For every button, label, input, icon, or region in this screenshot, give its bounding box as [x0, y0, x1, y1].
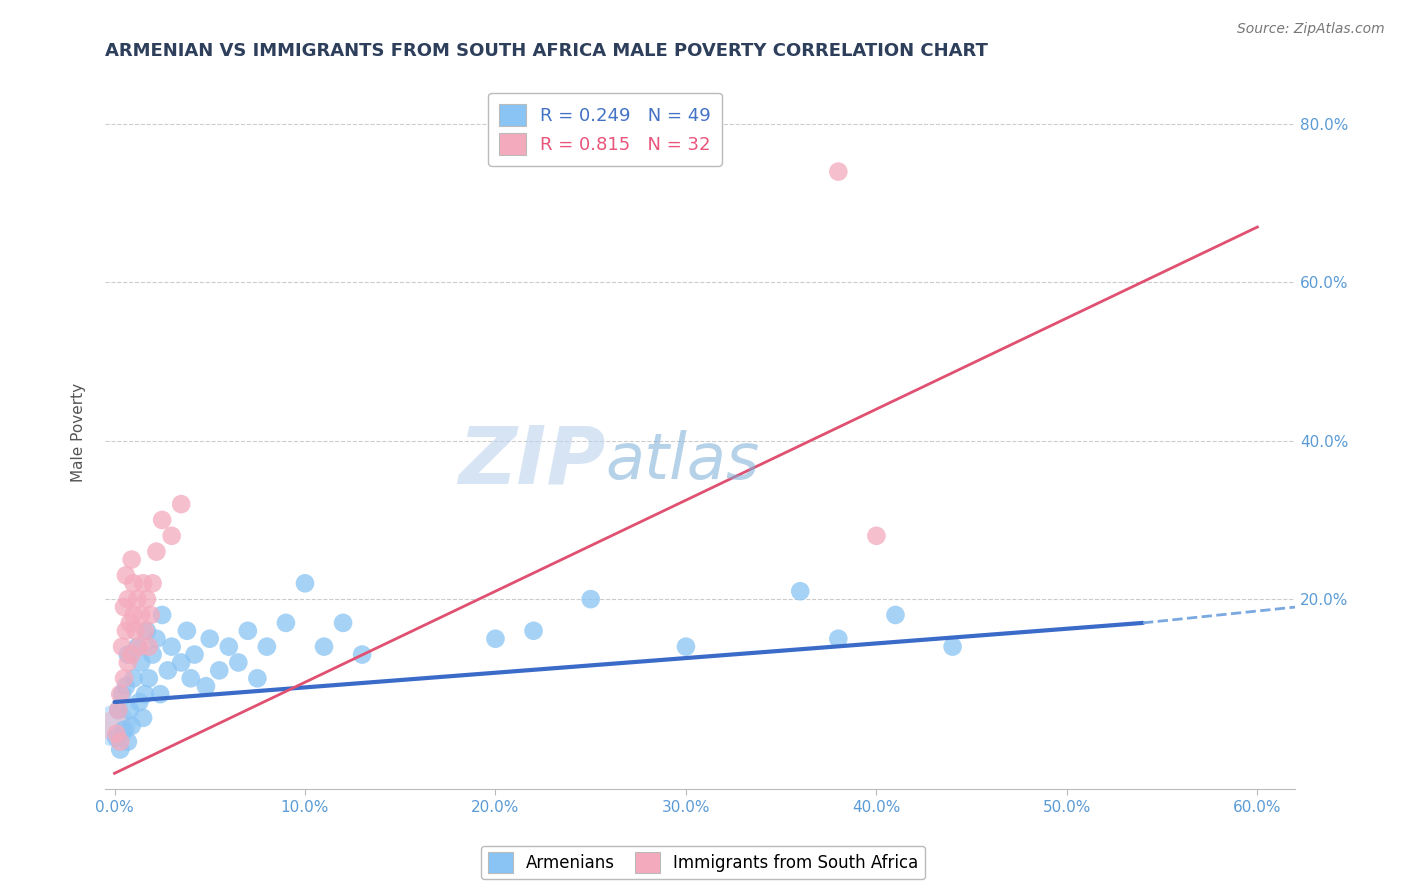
Point — [675, 640, 697, 654]
Point — [150, 513, 173, 527]
Point — [127, 592, 149, 607]
Point — [127, 640, 149, 654]
Point — [138, 671, 160, 685]
Point — [865, 529, 887, 543]
Point — [121, 552, 143, 566]
Point — [135, 592, 157, 607]
Point — [352, 648, 374, 662]
Point — [117, 592, 139, 607]
Point — [110, 687, 132, 701]
Point — [115, 624, 138, 638]
Point — [942, 640, 965, 654]
Point — [117, 656, 139, 670]
Point — [103, 719, 125, 733]
Point — [134, 624, 156, 638]
Point — [150, 607, 173, 622]
Point — [236, 624, 259, 638]
Text: ARMENIAN VS IMMIGRANTS FROM SOUTH AFRICA MALE POVERTY CORRELATION CHART: ARMENIAN VS IMMIGRANTS FROM SOUTH AFRICA… — [105, 42, 988, 60]
Point — [149, 687, 172, 701]
Point — [522, 624, 544, 638]
Point — [112, 600, 135, 615]
Point — [122, 576, 145, 591]
Point — [121, 648, 143, 662]
Point — [256, 640, 278, 654]
Point — [135, 624, 157, 638]
Point — [134, 687, 156, 701]
Point — [579, 592, 602, 607]
Point — [145, 544, 167, 558]
Point — [117, 734, 139, 748]
Point — [118, 703, 141, 717]
Point — [118, 615, 141, 630]
Point — [128, 695, 150, 709]
Point — [180, 671, 202, 685]
Point — [128, 640, 150, 654]
Point — [218, 640, 240, 654]
Point — [160, 529, 183, 543]
Point — [208, 664, 231, 678]
Point — [121, 719, 143, 733]
Point — [170, 497, 193, 511]
Point — [117, 648, 139, 662]
Point — [107, 703, 129, 717]
Point — [132, 576, 155, 591]
Point — [122, 671, 145, 685]
Point — [176, 624, 198, 638]
Point — [183, 648, 205, 662]
Point — [115, 568, 138, 582]
Point — [332, 615, 354, 630]
Point — [105, 731, 128, 745]
Text: ZIP: ZIP — [457, 423, 605, 500]
Point — [294, 576, 316, 591]
Point — [156, 664, 179, 678]
Point — [827, 632, 849, 646]
Point — [789, 584, 811, 599]
Point — [484, 632, 506, 646]
Point — [274, 615, 297, 630]
Point — [122, 607, 145, 622]
Point — [138, 640, 160, 654]
Text: atlas: atlas — [605, 430, 759, 492]
Point — [124, 624, 146, 638]
Point — [884, 607, 907, 622]
Point — [110, 742, 132, 756]
Point — [160, 640, 183, 654]
Point — [132, 711, 155, 725]
Point — [105, 727, 128, 741]
Point — [111, 640, 134, 654]
Point — [129, 656, 152, 670]
Point — [145, 632, 167, 646]
Point — [110, 734, 132, 748]
Point — [139, 607, 162, 622]
Point — [112, 723, 135, 737]
Point — [103, 719, 125, 733]
Legend: R = 0.249   N = 49, R = 0.815   N = 32: R = 0.249 N = 49, R = 0.815 N = 32 — [488, 93, 721, 166]
Y-axis label: Male Poverty: Male Poverty — [72, 384, 86, 483]
Point — [198, 632, 221, 646]
Point — [142, 576, 165, 591]
Legend: Armenians, Immigrants from South Africa: Armenians, Immigrants from South Africa — [481, 846, 925, 880]
Point — [170, 656, 193, 670]
Point — [246, 671, 269, 685]
Point — [111, 687, 134, 701]
Point — [194, 679, 217, 693]
Point — [228, 656, 250, 670]
Point — [115, 679, 138, 693]
Point — [112, 671, 135, 685]
Point — [142, 648, 165, 662]
Point — [827, 164, 849, 178]
Point — [107, 703, 129, 717]
Point — [312, 640, 335, 654]
Text: Source: ZipAtlas.com: Source: ZipAtlas.com — [1237, 22, 1385, 37]
Point — [129, 607, 152, 622]
